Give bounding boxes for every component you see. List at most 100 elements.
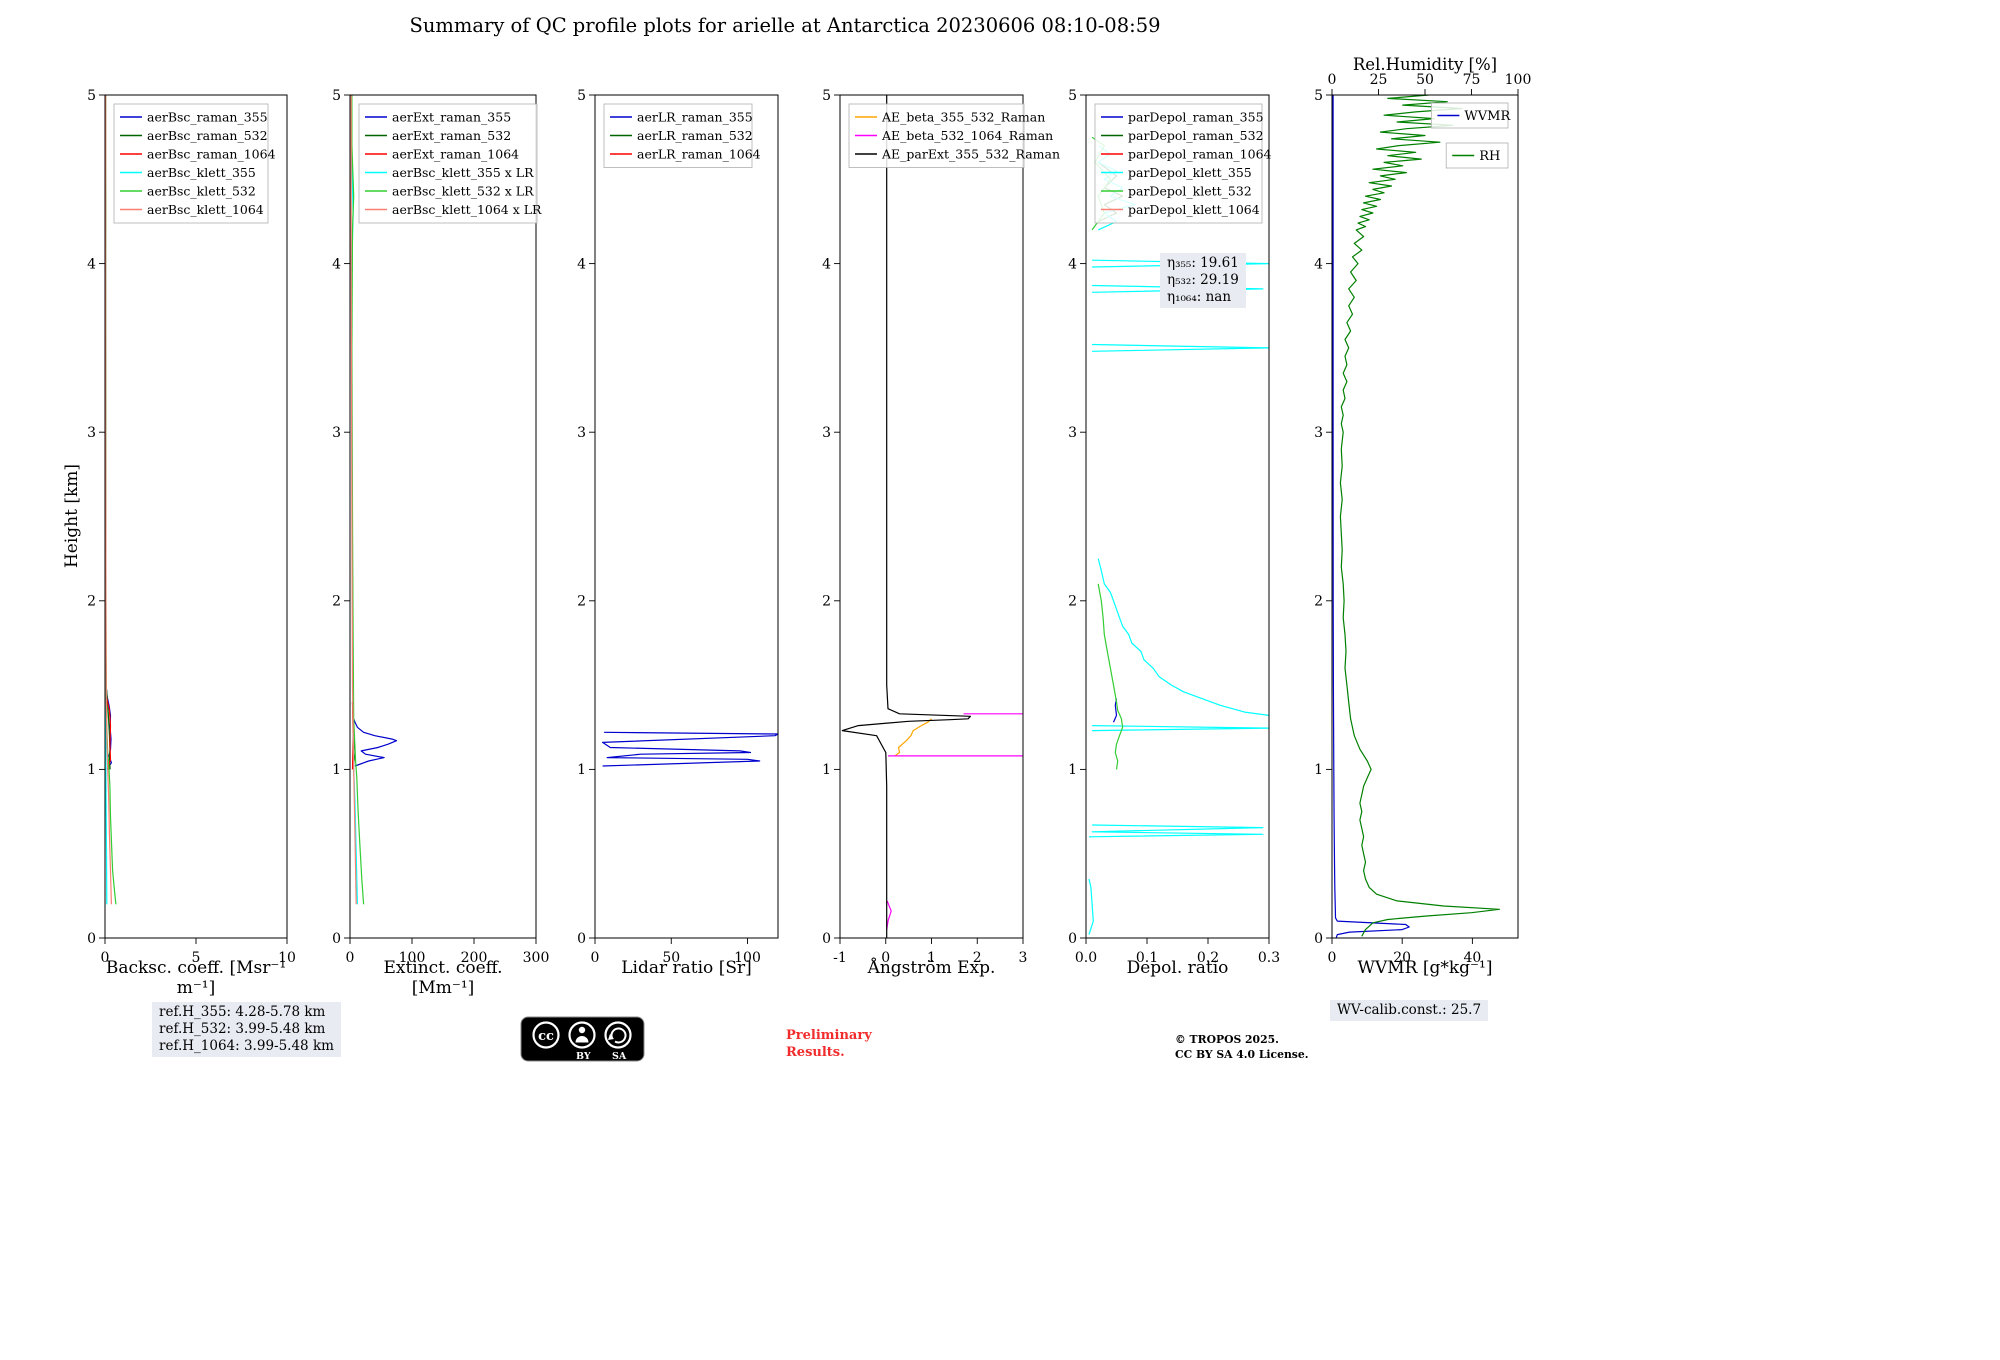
y-tick-label: 5	[822, 88, 831, 104]
legend-label: parDepol_raman_355	[1128, 109, 1264, 124]
series-aerBsc_klett_532 x LR	[351, 95, 365, 905]
y-tick-label: 2	[1068, 594, 1077, 610]
eta-355: η₃₅₅: 19.61	[1167, 255, 1239, 271]
top-x-tick-label: 75	[1463, 72, 1481, 88]
series-aerLR_raman_355	[602, 731, 778, 767]
top-x-tick-label: 25	[1370, 72, 1388, 88]
eta-532: η₅₃₂: 29.19	[1167, 271, 1239, 288]
x-tick-label: 200	[461, 950, 488, 966]
legend-label: aerExt_raman_355	[392, 109, 511, 124]
legend-label: aerBsc_klett_355	[147, 165, 256, 180]
y-tick-label: 4	[332, 256, 341, 272]
series-aerBsc_klett_1064	[105, 95, 112, 905]
legend-label: parDepol_raman_1064	[1128, 146, 1272, 161]
y-tick-label: 5	[1068, 88, 1077, 104]
legend-label: parDepol_raman_532	[1128, 128, 1264, 143]
legend-label: aerBsc_raman_355	[147, 109, 268, 124]
xlabel-rel-humidity: Rel.Humidity [%]	[1352, 55, 1498, 74]
xlabel-lidar-ratio: Lidar ratio [Sr]	[621, 958, 752, 978]
y-tick-label: 0	[87, 931, 96, 947]
sa-label: SA	[612, 1051, 627, 1062]
tropos-credit: © TROPOS 2025. CC BY SA 4.0 License.	[1175, 1033, 1309, 1062]
x-tick-label: 0	[101, 950, 110, 966]
eta-1064: η₁₀₆₄: nan	[1167, 288, 1232, 305]
top-x-tick-label: 50	[1416, 72, 1434, 88]
xlabel-angstrom: Ångström Exp.	[867, 958, 996, 978]
ref-h-355: ref.H_355: 4.28-5.78 km	[159, 1004, 326, 1020]
legend-label: aerBsc_raman_1064	[147, 146, 276, 161]
y-tick-label: 3	[822, 425, 831, 441]
y-tick-label: 4	[822, 256, 831, 272]
x-tick-label: 300	[523, 950, 550, 966]
y-tick-label: 5	[1314, 88, 1323, 104]
y-tick-label: 5	[577, 88, 586, 104]
series-parDepol_klett_355	[1092, 259, 1269, 268]
y-tick-label: 5	[87, 88, 96, 104]
y-tick-label: 2	[332, 594, 341, 610]
y-tick-label: 0	[1068, 931, 1077, 947]
preliminary-line-2: Results.	[786, 1044, 845, 1060]
x-tick-label: 1	[927, 950, 936, 966]
xlabel-depol: Depol. ratio	[1126, 958, 1229, 978]
legend-box	[1094, 103, 1263, 224]
y-tick-label: 0	[1314, 931, 1323, 947]
sa-arrows-icon	[604, 1021, 632, 1049]
person-head-icon	[578, 1026, 586, 1034]
xlabel-wvmr: WVMR [g*kg⁻¹]	[1357, 958, 1493, 978]
legend-label: AE_beta_355_532_Raman	[881, 109, 1045, 124]
series-AE_parExt_355_532_Raman	[841, 95, 971, 938]
top-x-tick-label: 0	[1328, 72, 1337, 88]
preliminary-note: Preliminary Results.	[786, 1028, 872, 1062]
y-tick-label: 0	[577, 931, 586, 947]
plot-frame	[839, 94, 1024, 939]
plot-frame	[104, 94, 288, 939]
series-parDepol_klett_532	[1097, 583, 1124, 770]
series-parDepol_klett_355	[1097, 558, 1269, 716]
legend-label: parDepol_klett_1064	[1128, 202, 1260, 217]
legend-label: aerBsc_klett_1064	[147, 202, 264, 217]
x-tick-label: 0	[1328, 950, 1337, 966]
x-tick-label: 100	[734, 950, 761, 966]
person-body-icon	[575, 1036, 589, 1043]
legend-label: aerExt_raman_532	[392, 128, 511, 143]
y-tick-label: 5	[332, 88, 341, 104]
series-aerExt_raman_355	[353, 718, 398, 767]
legend-label: AE_beta_532_1064_Raman	[881, 128, 1053, 143]
legend-label: aerBsc_raman_532	[147, 128, 268, 143]
legend-label: aerBsc_klett_532	[147, 183, 256, 198]
y-tick-label: 1	[87, 762, 96, 778]
series-parDepol_klett_355	[1088, 824, 1264, 838]
legend-label: aerLR_raman_532	[637, 128, 753, 143]
plot-frame	[594, 94, 779, 939]
x-tick-label: 0.0	[1075, 950, 1097, 966]
legend-label: AE_parExt_355_532_Raman	[881, 146, 1060, 161]
y-tick-label: 1	[577, 762, 586, 778]
y-tick-label: 4	[1068, 256, 1077, 272]
legend-label: aerLR_raman_1064	[637, 146, 761, 161]
x-tick-label: 10	[278, 950, 296, 966]
by-person-icon	[568, 1021, 596, 1049]
series-parDepol_klett_355	[1092, 725, 1269, 732]
wv-calib-annotation: WV-calib.const.: 25.7	[1330, 1000, 1489, 1021]
ref-h-532: ref.H_532: 3.99-5.48 km	[159, 1020, 326, 1037]
y-tick-label: 1	[1314, 762, 1323, 778]
x-tick-label: 2	[973, 950, 982, 966]
series-parDepol_klett_355	[1092, 343, 1269, 352]
y-tick-label: 3	[577, 425, 586, 441]
legend-label: WVMR	[1464, 109, 1511, 124]
by-label: BY	[576, 1051, 591, 1062]
y-tick-label: 2	[822, 594, 831, 610]
x-tick-label: 5	[192, 950, 201, 966]
legend-box	[1431, 102, 1509, 129]
x-tick-label: 0	[591, 950, 600, 966]
legend-label: aerExt_raman_1064	[392, 146, 519, 161]
legend-label: aerLR_raman_355	[637, 109, 753, 124]
legend-box	[113, 103, 269, 224]
credit-line-1: © TROPOS 2025.	[1175, 1033, 1279, 1046]
x-tick-label: 0.2	[1197, 950, 1219, 966]
legend-box	[848, 103, 1025, 168]
